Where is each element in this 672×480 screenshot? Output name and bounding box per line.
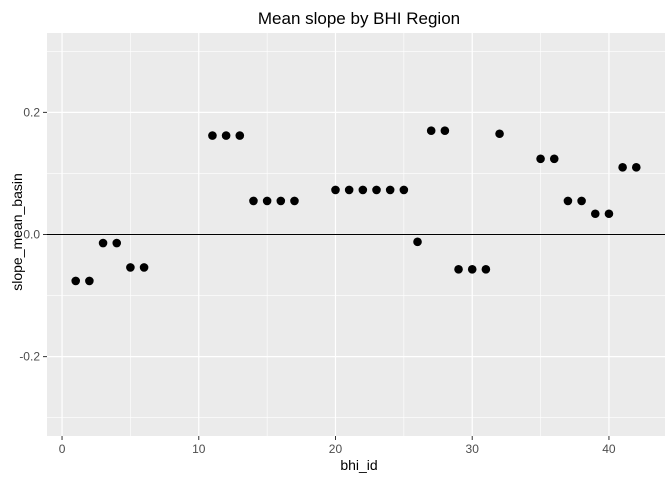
data-point [426, 126, 436, 135]
x-tick-label: 20 [329, 442, 343, 456]
x-tick-label: 10 [192, 442, 206, 456]
data-point [290, 196, 299, 206]
data-point [440, 126, 450, 135]
data-point [385, 185, 395, 195]
data-point [262, 196, 272, 206]
data-point [126, 263, 135, 272]
data-point [413, 237, 422, 247]
data-point [604, 209, 614, 219]
data-point [577, 196, 586, 206]
data-point [249, 196, 258, 206]
data-point [495, 129, 504, 139]
data-point [563, 196, 573, 206]
data-point [71, 276, 81, 286]
chart-title: Mean slope by BHI Region [258, 9, 460, 28]
data-point [481, 265, 491, 274]
data-point [235, 131, 245, 140]
data-point [399, 185, 409, 195]
data-point [221, 131, 231, 140]
data-point [208, 131, 217, 140]
data-point [549, 154, 559, 164]
x-tick-label: 0 [59, 442, 66, 456]
y-tick-label: 0.0 [23, 228, 40, 242]
data-point [590, 209, 600, 219]
x-tick-label: 40 [602, 442, 616, 456]
data-point [358, 185, 368, 195]
data-point [467, 265, 477, 274]
data-point [139, 263, 149, 272]
data-points [71, 126, 641, 286]
data-point [618, 163, 627, 172]
data-point [536, 154, 545, 164]
data-point [85, 276, 94, 286]
axis-ticks: 0 10 20 30 40 -0.2 0.0 0.2 [19, 105, 616, 456]
data-point [454, 265, 463, 274]
data-point [372, 185, 381, 195]
y-tick-label: 0.2 [23, 105, 40, 119]
x-axis-title: bhi_id [340, 457, 377, 473]
y-axis-title: slope_mean_basin [9, 173, 25, 291]
data-point [344, 185, 354, 195]
data-point [331, 185, 340, 195]
data-point [276, 196, 286, 206]
y-tick-label: -0.2 [19, 350, 40, 364]
x-tick-label: 30 [466, 442, 480, 456]
data-point [112, 238, 122, 248]
data-point [98, 238, 108, 248]
data-point [631, 163, 641, 172]
